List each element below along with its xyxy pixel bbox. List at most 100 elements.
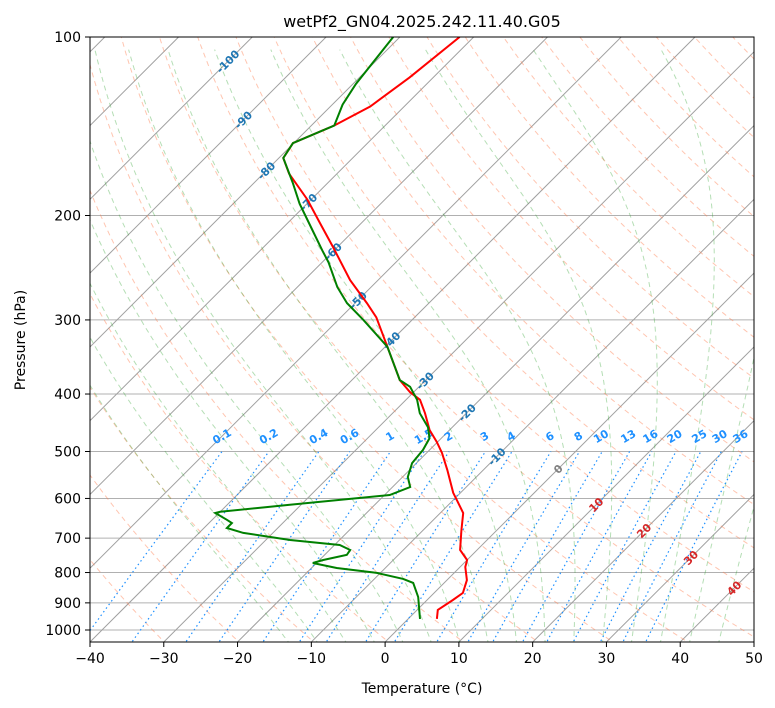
mixing-ratio-label: 25 [689,427,709,446]
x-tick-label: 0 [381,651,390,667]
mixing-ratio-line [644,451,743,642]
x-tick-label: −20 [223,651,253,667]
isotherm-line [605,493,754,642]
mixing-ratio-label: 2 [442,429,455,444]
isotherm-label: 40 [724,578,744,598]
isotherm-line [90,37,327,274]
y-tick-label: 600 [54,491,81,507]
x-axis: −40 −30 −20 −10 0 10 20 30 40 50 [75,642,763,667]
isotherm-line [90,37,696,642]
mixing-ratio-label: 8 [572,429,585,444]
dry-adiabat-line [502,37,754,298]
mixing-ratio-line [364,451,486,642]
isotherm-label: 30 [681,548,701,568]
dry-adiabat-line [579,37,754,218]
x-tick-label: −10 [297,651,327,667]
mixing-ratio-line [90,451,223,632]
y-tick-label: 900 [54,596,81,612]
moist-adiabat-line [659,49,715,642]
moist-adiabat-line [339,49,576,642]
dry-adiabat-line [426,37,754,379]
isotherm-line [310,198,754,642]
isotherm-line [753,641,754,642]
mixing-ratio-label: 1 [384,429,397,444]
isotherm-label: -10 [485,445,508,468]
mixing-ratio-label: 36 [731,427,751,446]
background-lines [90,26,775,645]
dry-adiabat-line [655,37,754,139]
dry-adiabat-line [760,26,775,645]
dry-adiabat-line [235,37,754,593]
dry-adiabat-line [464,37,754,338]
mixing-ratio-line [467,451,581,642]
x-tick-label: 20 [524,651,542,667]
isotherm-line [90,37,475,422]
mixing-ratio-line [298,451,425,642]
moist-adiabat-line [90,384,289,642]
x-tick-label: 10 [450,651,468,667]
mixing-ratio-line [546,451,653,642]
mixing-ratio-label: 0.6 [338,426,362,447]
x-tick-label: −40 [75,651,105,667]
mixing-ratio-line [218,451,351,642]
isotherm-label: -100 [214,47,243,76]
isotherm-line [384,272,754,642]
x-tick-label: 40 [671,651,689,667]
mixing-ratio-line [131,451,270,642]
moist-adiabat-line [90,139,404,642]
dry-adiabat-line [159,37,689,642]
isotherm-line [90,37,622,569]
x-tick-label: −30 [149,651,179,667]
dry-adiabat-line [120,37,614,642]
mixing-ratio-line [521,451,631,642]
y-tick-label: 300 [54,313,81,329]
dry-adiabat-line [388,37,754,421]
profiles [212,37,469,619]
mixing-ratio-line [622,451,722,642]
moist-adiabat-line [270,49,546,642]
dry-adiabat-line [90,62,540,642]
y-tick-label: 1000 [45,623,81,639]
line-labels: 0.1 0.2 0.4 0.6 1 1.5 2 3 4 6 8 10 13 16 20 25 30 36-100-… [210,47,750,598]
mixing-ratio-label: 3 [478,429,491,444]
dry-adiabat-line [90,474,240,642]
moist-adiabat-line [689,355,754,642]
mixing-ratio-label: 0.2 [257,426,280,447]
mixing-ratio-line [572,451,677,642]
y-tick-label: 500 [54,444,81,460]
moist-adiabat-line [128,49,461,642]
isotherm-line [236,124,754,642]
isotherm-label: -90 [232,108,255,131]
moist-adiabat-line [532,49,658,642]
y-tick-label: 400 [54,387,81,403]
mixing-ratio-line [599,451,702,642]
mixing-ratio-line [436,451,552,642]
moist-adiabat-line [94,49,432,642]
dry-adiabat-line [617,37,754,178]
dry-adiabat-line [197,37,754,638]
x-tick-label: 50 [745,651,763,667]
dry-adiabat-line [273,37,754,549]
isotherm-line [90,37,401,348]
dry-adiabat-line [732,37,754,60]
x-tick-label: 30 [598,651,616,667]
isotherm-line [90,37,549,496]
y-axis-label: Pressure (hPa) [13,290,29,390]
y-tick-label: 700 [54,531,81,547]
dry-adiabat-line [311,37,754,506]
dewpoint-profile-line [212,37,431,619]
mixing-ratio-line [185,451,320,642]
y-tick-label: 100 [54,30,81,46]
y-axis: 100 200 300 400 500 600 700 800 900 1000 [45,30,90,639]
mixing-ratio-line [393,451,513,642]
isotherm-line [90,37,254,201]
isotherm-line [458,346,754,642]
dry-adiabat-line [350,37,754,463]
mixing-ratio-label: 1.5 [412,426,435,447]
x-axis-label: Temperature (°C) [361,681,483,697]
y-tick-label: 800 [54,566,81,582]
mixing-ratio-label: 0.4 [307,426,331,447]
dry-adiabat-line [90,386,315,642]
dry-adiabat-line [90,292,390,642]
